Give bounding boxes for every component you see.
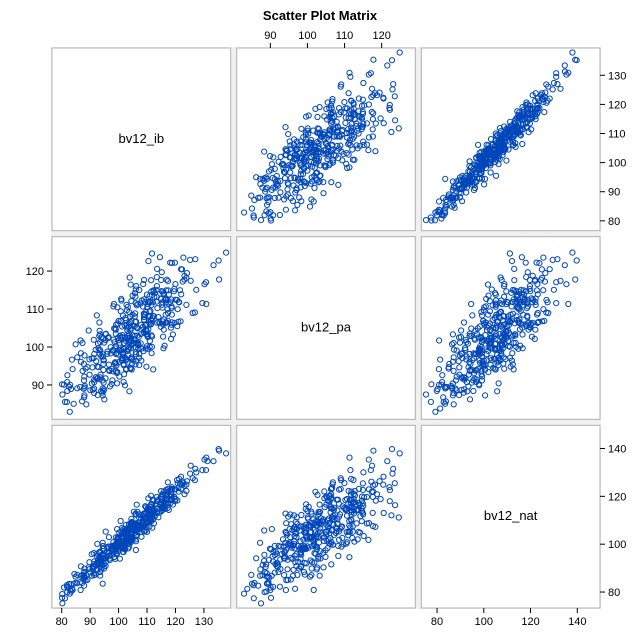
tick-bottom: 130 [195, 616, 213, 628]
tick-bottom: 80 [56, 616, 68, 628]
diag-label-bv12_nat: bv12_nat [484, 508, 538, 523]
tick-right: 80 [608, 216, 620, 228]
tick-right: 80 [608, 587, 620, 599]
tick-right: 100 [608, 158, 626, 170]
tick-right: 130 [608, 70, 626, 82]
tick-top: 120 [372, 30, 390, 42]
cell-2-1 [237, 425, 416, 608]
tick-right: 90 [608, 187, 620, 199]
tick-top: 100 [298, 30, 316, 42]
tick-left: 120 [26, 266, 44, 278]
tick-right: 110 [608, 129, 626, 141]
tick-left: 110 [26, 304, 44, 316]
tick-right: 140 [608, 443, 626, 455]
diag-label-bv12_ib: bv12_ib [119, 131, 165, 146]
tick-bottom: 110 [138, 616, 156, 628]
tick-bottom: 120 [521, 616, 539, 628]
tick-right: 120 [608, 491, 626, 503]
tick-bottom: 140 [568, 616, 586, 628]
tick-right: 100 [608, 539, 626, 551]
tick-left: 90 [32, 380, 44, 392]
chart-title: Scatter Plot Matrix [263, 8, 378, 23]
tick-bottom: 100 [109, 616, 127, 628]
diag-label-bv12_pa: bv12_pa [301, 319, 352, 334]
tick-bottom: 120 [166, 616, 184, 628]
tick-bottom: 100 [475, 616, 493, 628]
tick-bottom: 90 [84, 616, 96, 628]
splom-svg: Scatter Plot Matrix bv12_ib bv12_pa bv12_na… [0, 0, 640, 640]
cell-1-0 [52, 237, 231, 420]
tick-left: 100 [26, 342, 44, 354]
tick-top: 110 [336, 30, 354, 42]
scatter-plot-matrix: { "title": "Scatter Plot Matrix", "title… [0, 0, 640, 640]
cell-1-2 [421, 237, 600, 420]
tick-right: 120 [608, 99, 626, 111]
tick-top: 90 [264, 30, 276, 42]
tick-bottom: 80 [431, 616, 443, 628]
